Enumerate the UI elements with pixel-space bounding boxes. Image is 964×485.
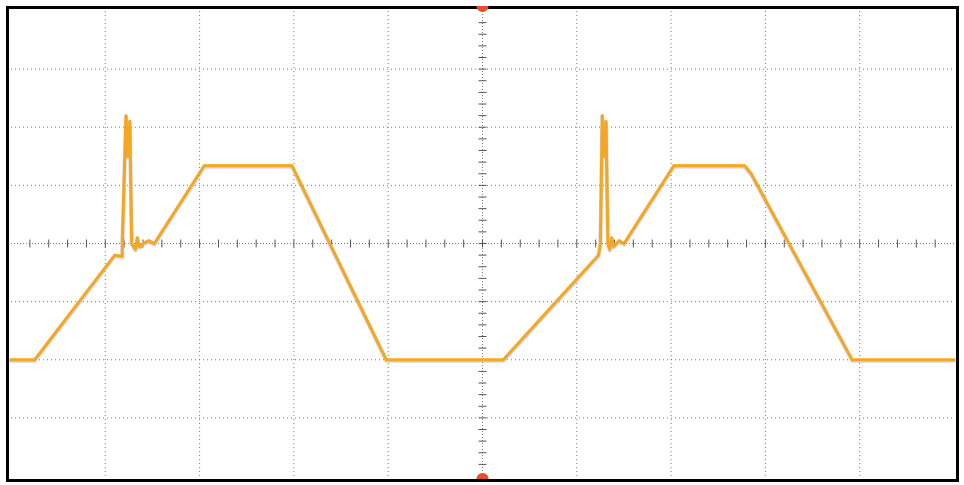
- waveform-trace: [9, 114, 956, 362]
- waveform-trace-group: [9, 114, 956, 363]
- graticule: [11, 11, 954, 476]
- trigger-markers: [476, 6, 489, 479]
- trigger-marker-bottom: [476, 473, 489, 479]
- trigger-marker-top: [476, 6, 489, 12]
